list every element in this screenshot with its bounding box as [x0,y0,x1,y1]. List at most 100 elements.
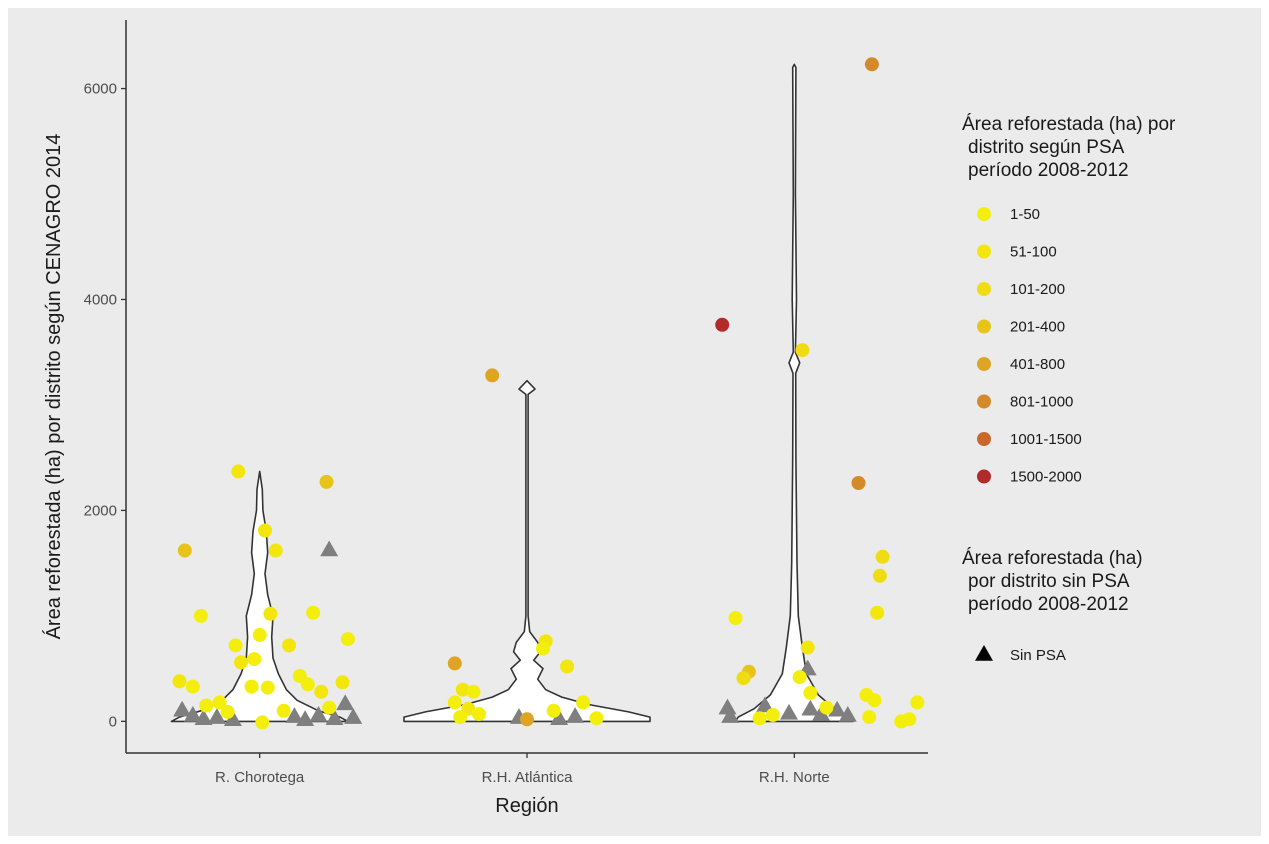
psa-point [546,703,561,718]
psa-point [322,700,337,715]
sin-psa-triangle [812,704,831,721]
legend-title-line: distrito según PSA [968,137,1125,158]
psa-point [752,711,767,726]
legend-label: 1001-1500 [1010,431,1082,448]
legend-title-line: período 2008-2012 [968,594,1129,615]
violin-chart: 0 2000 4000 6000 R. Chorotega R.H. Atlántica R… [42,20,1176,817]
psa-point [172,674,187,689]
psa-point [471,707,486,721]
psa-point [872,568,887,583]
legend-label: 201-400 [1010,319,1065,336]
legend-label: 801-1000 [1010,394,1073,411]
legend-layer: Área reforestada (ha) por distrito según … [962,114,1176,664]
sin-psa-triangle [309,706,328,722]
psa-point [258,523,272,538]
psa-point [851,476,866,490]
psa-point [260,680,275,695]
legend-swatch [977,394,991,409]
psa-point [576,695,591,710]
psa-point [263,606,278,621]
psa-point [340,632,355,647]
legend-label: 1-50 [1010,206,1040,223]
psa-point [447,695,462,710]
violin-r-h-norte [734,63,854,723]
psa-point [244,679,259,694]
psa-point [800,640,815,655]
legend-swatch [977,244,991,259]
psa-point [306,605,321,620]
psa-point [862,710,877,725]
legend-swatch [977,357,991,371]
psa-point [282,638,297,653]
psa-point [234,655,248,670]
psa-point [560,659,575,674]
psa-point [736,671,751,686]
psa-point [466,684,481,699]
psa-point [252,627,267,642]
sin-psa-triangle [779,703,798,720]
psa-point [212,695,227,710]
x-tick-label: R.H. Norte [759,769,830,786]
y-tick-label: 0 [109,713,117,730]
legend-title-line: por distrito sin PSA [968,571,1130,592]
psa-point [228,638,243,653]
sin-psa-triangle [223,710,242,727]
psa-point [268,543,283,558]
violin-r-h-atlantica [403,379,651,723]
legend-swatch [977,319,991,334]
legend-title-line: período 2008-2012 [968,160,1129,181]
psa-point [276,703,291,718]
sin-psa-points-layer [173,540,857,727]
psa-point [875,549,890,564]
legend-label: 401-800 [1010,356,1065,373]
psa-point [803,685,818,700]
psa-point [314,684,329,699]
sin-psa-triangle [296,710,315,727]
psa-point [300,677,315,692]
violin-layer [170,63,854,723]
psa-point [864,57,879,72]
psa-point [715,317,730,332]
psa-point [765,708,780,722]
psa-point [447,656,462,671]
legend-label: 101-200 [1010,281,1065,298]
psa-point [453,710,468,725]
violin-r-chorotega [170,470,349,723]
sin-psa-triangle [336,694,355,711]
psa-point [520,712,534,727]
x-tick-label: R.H. Atlántica [482,769,574,786]
psa-point [199,698,214,713]
sin-psa-triangle [285,707,304,723]
psa-point [220,704,235,719]
sin-psa-triangle [344,708,363,724]
psa-point [894,714,909,729]
legend-swatch [977,282,991,296]
sin-psa-triangle [801,699,820,716]
sin-psa-triangle [194,709,213,725]
sin-psa-triangle [550,709,569,725]
psa-point [177,543,192,558]
psa-point [247,652,262,667]
psa-point [867,693,882,708]
psa-point [536,641,550,656]
sin-psa-triangle [838,706,857,722]
sin-psa-triangle [325,709,344,725]
sin-psa-triangle [755,696,774,713]
axes-layer: 0 2000 4000 6000 R. Chorotega R.H. Atlántica R… [42,20,928,817]
legend-label: 1500-2000 [1010,469,1082,486]
legend-title-line: Área reforestada (ha) por [962,114,1176,135]
legend-label: Sin PSA [1010,647,1066,664]
sin-psa-triangle [828,700,847,717]
legend-swatch [977,469,991,484]
psa-point [795,343,810,358]
psa-point [231,464,246,479]
x-tick-label: R. Chorotega [215,769,305,786]
y-tick-label: 6000 [84,81,117,98]
psa-point [455,682,470,697]
legend-sin-psa-title: Área reforestada (ha) por distrito sin PS… [962,548,1143,615]
sin-psa-triangle [566,707,585,723]
psa-point [193,608,208,623]
legend-swatch [977,432,991,446]
y-axis-title: Área reforestada (ha) por distrito según… [42,134,65,640]
sin-psa-triangle [173,700,192,717]
